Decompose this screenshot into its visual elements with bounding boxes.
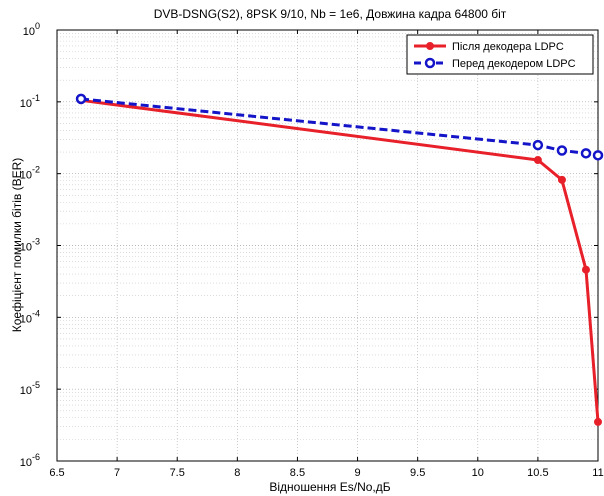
legend-box	[406, 34, 594, 75]
legend-label-after-decoder: Після декодера LDPC	[452, 41, 564, 53]
x-tick-label: 10	[472, 467, 484, 479]
legend-marker-before-decoder	[424, 57, 436, 69]
y-tick-label: 10-5	[20, 380, 40, 397]
x-tick-label: 11	[592, 467, 603, 479]
data-point	[556, 145, 568, 156]
y-tick-label: 10-4	[20, 308, 40, 325]
chart-title: DVB-DSNG(S2), 8PSK 9/10, Nb = 1e6, Довжи…	[154, 7, 507, 21]
data-point	[557, 175, 566, 184]
x-tick-label: 9	[354, 467, 360, 479]
series-layer	[75, 93, 604, 426]
series-before-decoder	[75, 93, 604, 161]
y-axis-ticks: 100 10-1 10-2 10-3 10-4 10-5 10-6	[20, 21, 598, 469]
data-point	[533, 155, 542, 164]
legend-label-before-decoder: Перед декодером LDPC	[452, 58, 576, 70]
legend: Після декодера LDPC Перед декодером LDPC	[406, 34, 594, 75]
data-point	[592, 150, 604, 161]
x-axis-ticks: 6.5 7 7.5 8 8.5 9 9.5 10 10.5 11	[49, 30, 604, 479]
y-tick-label: 100	[23, 21, 40, 38]
legend-entry-before-decoder: Перед декодером LDPC	[414, 57, 576, 70]
x-tick-label: 8	[234, 467, 240, 479]
y-tick-label: 10-3	[20, 237, 40, 254]
x-tick-label: 6.5	[49, 467, 64, 479]
x-tick-label: 7.5	[170, 467, 185, 479]
x-tick-label: 10.5	[527, 467, 548, 479]
data-point	[580, 148, 592, 159]
data-point	[581, 265, 590, 274]
data-point	[594, 417, 602, 426]
data-point	[532, 139, 544, 151]
y-tick-label: 10-6	[20, 452, 40, 469]
x-tick-label: 9.5	[410, 467, 425, 479]
y-tick-label: 10-1	[20, 93, 40, 110]
legend-marker-after-decoder	[426, 42, 434, 50]
x-tick-label: 7	[114, 467, 120, 479]
series-after-decoder	[77, 96, 602, 426]
x-axis-label: Відношення Es/No,дБ	[269, 480, 390, 494]
legend-entry-after-decoder: Після декодера LDPC	[414, 41, 564, 53]
y-axis-label: Коефіцієнт помилки бітів (BER)	[10, 158, 24, 333]
data-point	[75, 93, 87, 105]
y-tick-label: 10-2	[20, 165, 40, 182]
x-tick-label: 8.5	[290, 467, 305, 479]
